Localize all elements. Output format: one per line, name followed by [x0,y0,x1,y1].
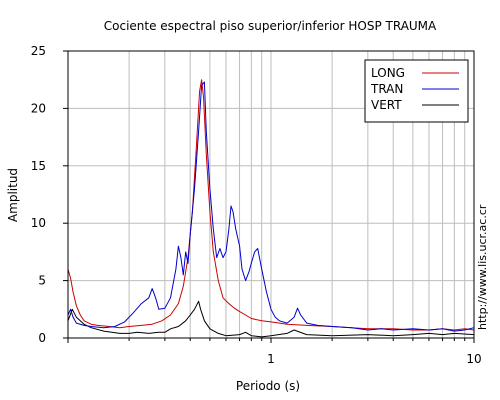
legend-label-vert: VERT [371,98,402,112]
source-url-label: http://www.lis.ucr.ac.cr [476,204,489,330]
legend-label-tran: TRAN [370,82,403,96]
series-line-tran [67,81,475,332]
legend: LONG TRAN VERT [364,59,469,123]
axis-ticks: 0 5 10 15 20 25 1 10 [31,44,482,366]
chart-title: Cociente espectral piso superior/inferio… [104,19,437,33]
x-tick-label: 1 [267,352,275,366]
y-tick-label: 10 [31,216,46,230]
y-tick-label: 0 [38,331,46,345]
y-tick-label: 25 [31,44,46,58]
y-tick-label: 20 [31,101,46,115]
legend-label-long: LONG [371,66,405,80]
y-tick-label: 5 [38,274,46,288]
plot-series [67,79,475,338]
series-line-vert [67,300,475,338]
legend-box [364,59,469,123]
x-tick-label: 10 [466,352,481,366]
x-axis-label: Periodo (s) [236,379,300,393]
y-tick-label: 15 [31,159,46,173]
y-axis-label: Amplitud [6,168,20,222]
